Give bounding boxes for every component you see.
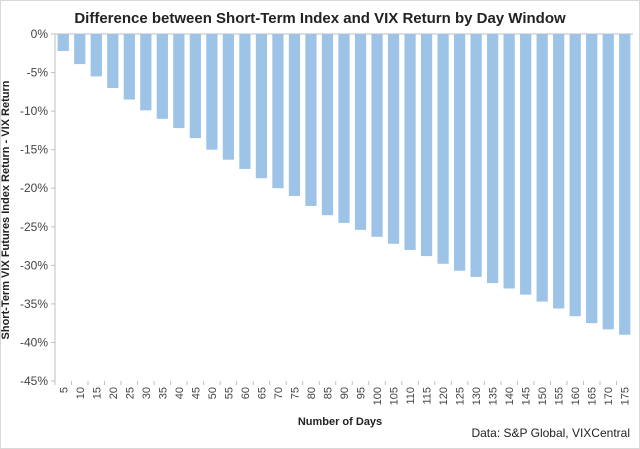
x-tick-label: 90 <box>339 387 351 399</box>
x-tick-label: 130 <box>471 387 483 405</box>
x-tick-label: 160 <box>570 387 582 405</box>
bar <box>140 34 152 111</box>
x-tick-label: 135 <box>488 387 500 405</box>
bar <box>255 34 268 179</box>
x-tick-label: 70 <box>273 387 285 399</box>
bar <box>520 34 532 295</box>
y-tick-label: -45% <box>20 374 48 388</box>
x-tick-label: 75 <box>289 387 301 399</box>
x-tick-label: 80 <box>306 387 318 399</box>
y-tick-label: -30% <box>20 258 48 272</box>
x-tick-label: 175 <box>620 387 632 405</box>
bar <box>487 34 499 284</box>
y-tick-label: -20% <box>20 181 48 195</box>
x-tick-label: 95 <box>356 387 368 399</box>
bar <box>569 34 581 317</box>
bar <box>173 34 185 129</box>
x-tick-label: 40 <box>174 387 186 399</box>
x-tick-label: 105 <box>389 387 401 405</box>
bar <box>602 34 614 330</box>
x-tick-label: 110 <box>405 387 417 405</box>
bar <box>57 34 69 51</box>
y-tick-label: -10% <box>20 104 48 118</box>
x-tick-label: 145 <box>521 387 533 405</box>
bar <box>387 34 400 244</box>
bar <box>239 34 251 169</box>
y-tick-label: -40% <box>20 335 48 349</box>
bar <box>272 34 284 189</box>
y-tick-label: -25% <box>20 220 48 234</box>
x-axis-label: Number of Days <box>297 416 383 428</box>
x-tick-label: 5 <box>58 387 70 393</box>
bar <box>470 34 482 277</box>
x-tick-label: 125 <box>455 387 467 405</box>
bar <box>288 34 301 196</box>
x-tick-label: 155 <box>554 387 566 405</box>
y-tick-label: 0% <box>31 27 49 41</box>
x-tick-label: 165 <box>587 387 599 405</box>
x-tick-label: 120 <box>438 387 450 405</box>
x-tick-label: 50 <box>207 387 219 399</box>
x-tick-label: 65 <box>256 387 268 399</box>
bar <box>206 34 218 150</box>
bar <box>420 34 433 257</box>
x-tick-label: 115 <box>422 387 434 405</box>
bar <box>123 34 135 100</box>
x-tick-label: 100 <box>372 387 384 405</box>
bar <box>305 34 317 206</box>
x-tick-label: 60 <box>240 387 252 399</box>
bar <box>189 34 201 139</box>
x-tick-label: 20 <box>108 387 120 399</box>
x-tick-label: 15 <box>91 387 103 399</box>
bar <box>586 34 598 324</box>
bar <box>371 34 383 237</box>
y-tick-label: -35% <box>20 297 48 311</box>
x-tick-label: 85 <box>322 387 334 399</box>
x-tick-label: 30 <box>141 387 153 399</box>
bar <box>222 34 235 160</box>
bar <box>453 34 466 271</box>
bar <box>107 34 119 88</box>
y-tick-label: -5% <box>27 66 49 80</box>
bar <box>619 34 631 335</box>
bar <box>338 34 350 223</box>
x-tick-label: 45 <box>190 387 202 399</box>
x-tick-label: 35 <box>157 387 169 399</box>
bar <box>437 34 449 264</box>
bar <box>321 34 334 216</box>
bar <box>74 34 86 65</box>
x-tick-label: 10 <box>75 387 87 399</box>
chart-title: Difference between Short-Term Index and … <box>74 10 566 27</box>
bar <box>404 34 416 250</box>
x-tick-label: 25 <box>124 387 136 399</box>
x-tick-label: 170 <box>603 387 615 405</box>
bar <box>90 34 102 77</box>
bar <box>156 34 168 119</box>
x-tick-label: 150 <box>537 387 549 405</box>
bar <box>503 34 515 289</box>
y-tick-label: -15% <box>20 143 48 157</box>
bar <box>354 34 367 230</box>
x-tick-label: 55 <box>223 387 235 399</box>
x-tick-label: 140 <box>504 387 516 405</box>
bar <box>553 34 565 309</box>
bar <box>536 34 548 302</box>
source-note: Data: S&P Global, VIXCentral <box>471 426 630 440</box>
